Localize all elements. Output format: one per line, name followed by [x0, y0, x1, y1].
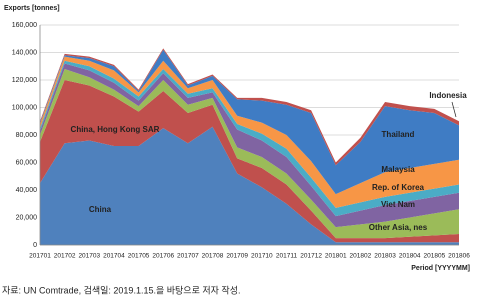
leader-line: [451, 101, 457, 118]
y-tick-label: 60,000: [16, 159, 38, 166]
series-label: Other Asia, nes: [369, 223, 428, 232]
x-tick-label: 201804: [399, 253, 421, 260]
y-tick-label: 100,000: [12, 104, 37, 111]
x-tick-label: 201702: [54, 253, 76, 260]
x-tick-label: 201806: [448, 253, 470, 260]
x-tick-label: 201707: [177, 253, 199, 260]
area: [40, 63, 459, 228]
x-tick-label: 201708: [202, 253, 224, 260]
x-tick-label: 201709: [226, 253, 248, 260]
series-label: Thailand: [382, 130, 415, 139]
x-tick-label: 201712: [300, 253, 322, 260]
x-tick-label: 201711: [276, 253, 298, 260]
series-label: Viet Nam: [381, 200, 415, 209]
area: [40, 126, 459, 245]
x-tick-label: 201705: [128, 253, 150, 260]
x-tick-label: 201801: [325, 253, 347, 260]
series-label: Indonesia: [429, 91, 467, 100]
y-tick-label: 40,000: [16, 187, 38, 194]
area: [40, 49, 459, 195]
series-label: Malaysia: [381, 165, 415, 174]
x-axis-title: Period [YYYYMM]: [411, 265, 470, 272]
series-label: China, Hong Kong SAR: [71, 125, 160, 134]
y-axis-title: Exports [tonnes]: [4, 5, 60, 12]
x-tick-label: 201710: [251, 253, 273, 260]
series-label: Rep. of Korea: [372, 183, 425, 192]
x-tick-label: 201701: [29, 253, 51, 260]
x-tick-label: 201706: [152, 253, 174, 260]
y-tick-label: 0: [33, 242, 37, 249]
y-tick-label: 80,000: [16, 132, 38, 139]
area: [40, 80, 459, 243]
source-note: 자료: UN Comtrade, 검색일: 2019.1.15.을 바탕으로 저…: [2, 284, 240, 295]
x-tick-label: 201803: [374, 253, 396, 260]
x-tick-label: 201703: [78, 253, 100, 260]
x-tick-label: 201805: [424, 253, 446, 260]
y-tick-label: 20,000: [16, 214, 38, 221]
area: [40, 69, 459, 239]
y-tick-label: 140,000: [12, 49, 37, 56]
series-label: China: [89, 205, 112, 214]
x-tick-label: 201802: [350, 253, 372, 260]
y-tick-label: 120,000: [12, 77, 37, 84]
y-tick-label: 160,000: [12, 22, 37, 29]
x-tick-label: 201704: [103, 253, 125, 260]
